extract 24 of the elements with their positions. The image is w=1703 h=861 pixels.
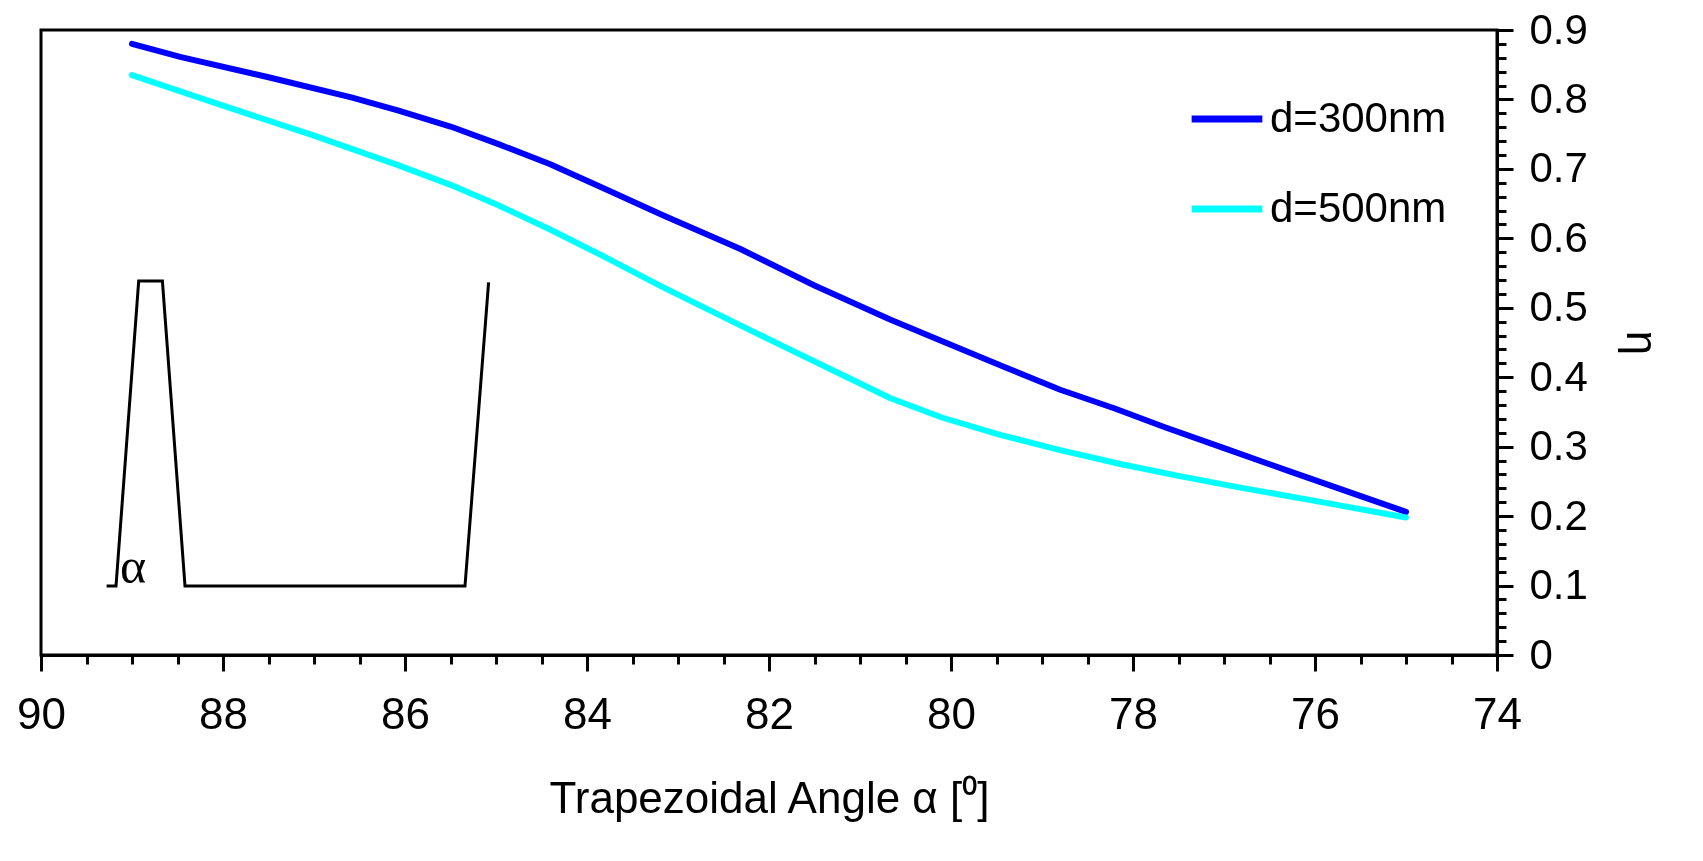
x-tick-label: 86	[381, 688, 430, 738]
legend-label: d=300nm	[1270, 94, 1447, 141]
x-axis-title: Trapezoidal Angle α [⁰]	[549, 772, 990, 822]
x-tick-label: 76	[1291, 688, 1340, 738]
y-tick-label: 0.5	[1529, 283, 1588, 331]
x-tick-label: 78	[1109, 688, 1158, 738]
y-tick-label: 0.2	[1529, 491, 1588, 539]
y-tick-label: 0.8	[1529, 74, 1588, 122]
y-tick-label: 0.1	[1529, 561, 1588, 609]
y-tick-label: 0.6	[1529, 213, 1588, 261]
y-tick-label: 0.9	[1529, 5, 1588, 53]
y-tick-label: 0.4	[1529, 352, 1588, 400]
y-tick-label: 0.3	[1529, 422, 1588, 470]
y-tick-label: 0	[1529, 630, 1553, 678]
x-tick-label: 84	[563, 688, 612, 738]
y-tick-label: 0.7	[1529, 144, 1588, 192]
legend-label: d=500nm	[1270, 184, 1447, 231]
annotation: α	[120, 538, 147, 594]
x-tick-label: 88	[199, 688, 248, 738]
y-axis-title: η	[1617, 330, 1667, 356]
x-tick-label: 74	[1473, 688, 1522, 738]
x-tick-label: 90	[17, 688, 66, 738]
x-tick-label: 82	[745, 688, 794, 738]
x-tick-label: 80	[927, 688, 976, 738]
